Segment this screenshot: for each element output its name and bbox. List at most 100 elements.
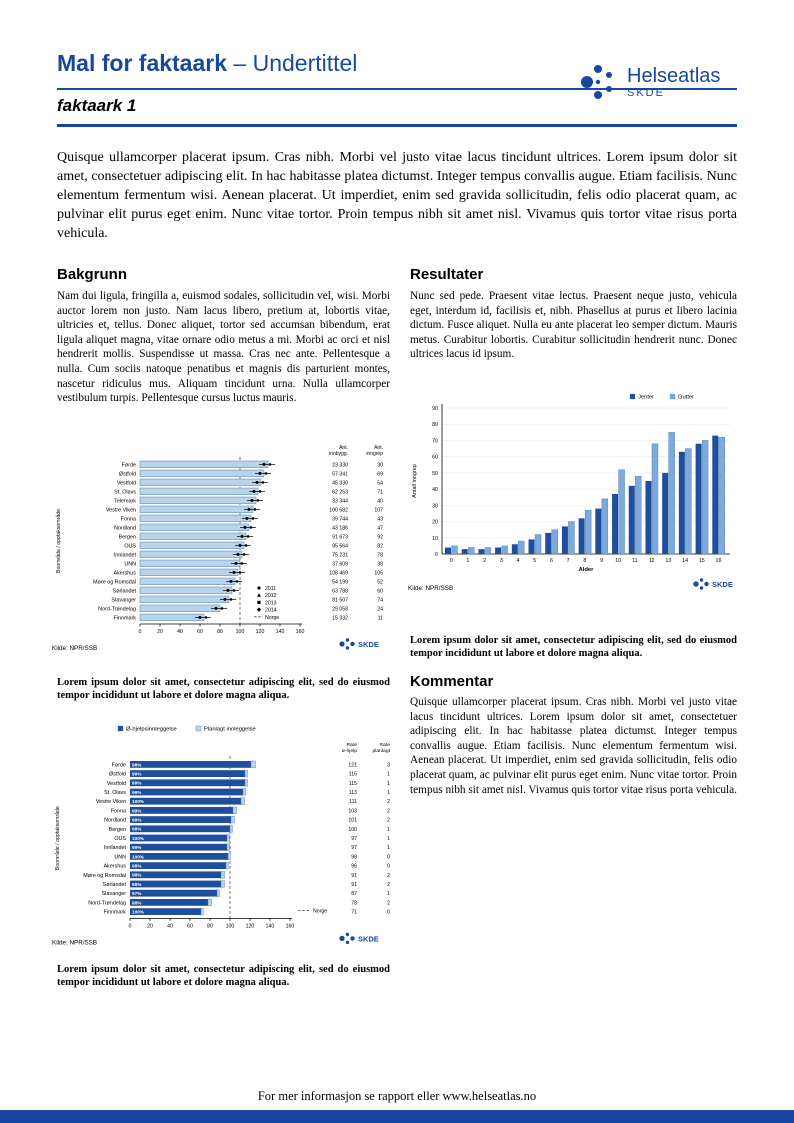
bar-ohjelp: [130, 898, 209, 906]
logo-name: Helseatlas: [627, 64, 721, 87]
row-label: Akershus: [114, 570, 137, 576]
heading-kommentar: Kommentar: [410, 673, 494, 690]
value-inngrep: 54: [377, 480, 383, 486]
bar-gutter: [568, 521, 575, 555]
legend-swatch: [195, 725, 202, 732]
bar-gutter: [685, 448, 692, 555]
row-label: Nordland: [104, 818, 126, 824]
x-tick: 0: [450, 558, 453, 564]
row-label: Bergen: [119, 534, 136, 540]
bar-jenter: [545, 532, 552, 554]
source: Kilde: NPR/SSB: [52, 645, 97, 652]
value-rate-ohjelp: 78: [351, 900, 357, 906]
bar-pct-label: 100%: [132, 836, 145, 841]
x-tick: 20: [147, 923, 153, 929]
col-header: Rate: [379, 742, 390, 748]
row-label: Nordland: [114, 525, 136, 531]
x-tick: 2: [483, 558, 486, 564]
row-label: Sørlandet: [113, 588, 137, 594]
row-label: Førde: [122, 462, 136, 468]
value-rate-planlagt: 2: [387, 818, 390, 824]
bar: [139, 496, 257, 504]
skde-logo: SKDE: [693, 578, 733, 590]
bar-jenter: [712, 435, 719, 554]
bar-planlagt: [226, 834, 230, 842]
bar-pct-label: 99%: [132, 817, 142, 822]
header-rule-thin: [57, 88, 737, 90]
skde-logo-text: SKDE: [358, 934, 379, 943]
x-tick: 140: [276, 629, 285, 635]
legend-item: Planlagt innleggelse: [204, 727, 256, 733]
bar: [139, 514, 252, 522]
value-innbygg: 54 199: [332, 579, 348, 585]
bar-ohjelp: [130, 825, 230, 833]
value-inngrep: 38: [377, 561, 383, 567]
bar-gutter: [601, 498, 609, 555]
bar: [139, 568, 239, 576]
value-inngrep: 92: [377, 534, 383, 540]
bar-planlagt: [227, 852, 231, 860]
x-tick: 9: [600, 558, 603, 564]
chart-admission-type-by-region: Ø-hjelpsinnleggelse Planlagt innleggelse R…: [52, 722, 394, 955]
col-header: Ant.: [339, 445, 348, 451]
header-rule-thick: [57, 124, 737, 127]
bar-gutter: [451, 545, 458, 555]
col-header: innbygg.: [329, 451, 348, 457]
page-subtitle: faktaark 1: [57, 96, 137, 115]
x-tick: 15: [699, 558, 705, 564]
bar-planlagt: [244, 779, 248, 787]
legend-swatch: [117, 725, 124, 732]
row-label: Vestre Viken: [106, 507, 136, 513]
bar-gutter: [701, 440, 709, 555]
bar: [139, 505, 254, 513]
y-tick: 90: [432, 406, 438, 412]
bar-ohjelp: [130, 806, 233, 814]
x-tick: 8: [583, 558, 586, 564]
logo-text: Helseatlas SKDE: [627, 64, 721, 99]
bar-ohjelp: [130, 843, 227, 851]
bar-gutter: [501, 545, 508, 555]
bar-planlagt: [230, 815, 235, 824]
value-rate-planlagt: 3: [387, 762, 390, 768]
x-tick: 40: [177, 629, 183, 635]
row-label: Telemark: [114, 498, 136, 504]
chart2-caption: Lorem ipsum dolor sit amet, consectetur …: [410, 635, 737, 659]
row-label: OUS: [114, 836, 126, 842]
value-rate-planlagt: 1: [387, 845, 390, 851]
helseatlas-logo: Helseatlas SKDE: [576, 58, 720, 106]
y-tick: 40: [432, 487, 438, 493]
chart3-caption: Lorem ipsum dolor sit amet, consectetur …: [57, 964, 390, 988]
chart1-caption: Lorem ipsum dolor sit amet, consectetur …: [57, 677, 390, 701]
row-label: UNN: [114, 854, 126, 860]
value-inngrep: 107: [374, 507, 383, 513]
x-tick: 80: [207, 923, 213, 929]
legend-year: 2014: [265, 608, 277, 614]
bar-pct-label: 98%: [132, 900, 142, 905]
bar: [139, 586, 233, 594]
bar-jenter: [478, 549, 485, 554]
row-label: St. Olavs: [104, 790, 126, 796]
bar: [139, 595, 230, 603]
y-tick: 20: [432, 520, 438, 526]
bar-planlagt: [244, 769, 248, 778]
bar: [139, 604, 221, 612]
bar-pct-label: 98%: [132, 762, 142, 767]
value-rate-ohjelp: 87: [351, 891, 357, 897]
y-tick: 0: [435, 552, 438, 558]
bar-pct-label: 100%: [132, 854, 145, 859]
row-label: Vestfold: [117, 480, 136, 486]
bar-jenter: [695, 443, 702, 554]
value-rate-ohjelp: 115: [349, 781, 357, 787]
kommentar-text: Quisque ullamcorper placerat ipsum. Cras…: [410, 696, 737, 796]
value-inngrep: 82: [377, 543, 383, 549]
value-innbygg: 100 582: [329, 507, 348, 513]
bar: [139, 469, 265, 477]
value-inngrep: 11: [378, 615, 383, 621]
value-rate-planlagt: 2: [387, 873, 390, 879]
bar-pct-label: 99%: [132, 808, 142, 813]
x-tick: 14: [682, 558, 688, 564]
intro-paragraph: Quisque ullamcorper placerat ipsum. Cras…: [57, 150, 737, 241]
y-tick: 10: [432, 536, 438, 542]
bar-pct-label: 97%: [132, 891, 142, 896]
x-tick: 13: [665, 558, 671, 564]
